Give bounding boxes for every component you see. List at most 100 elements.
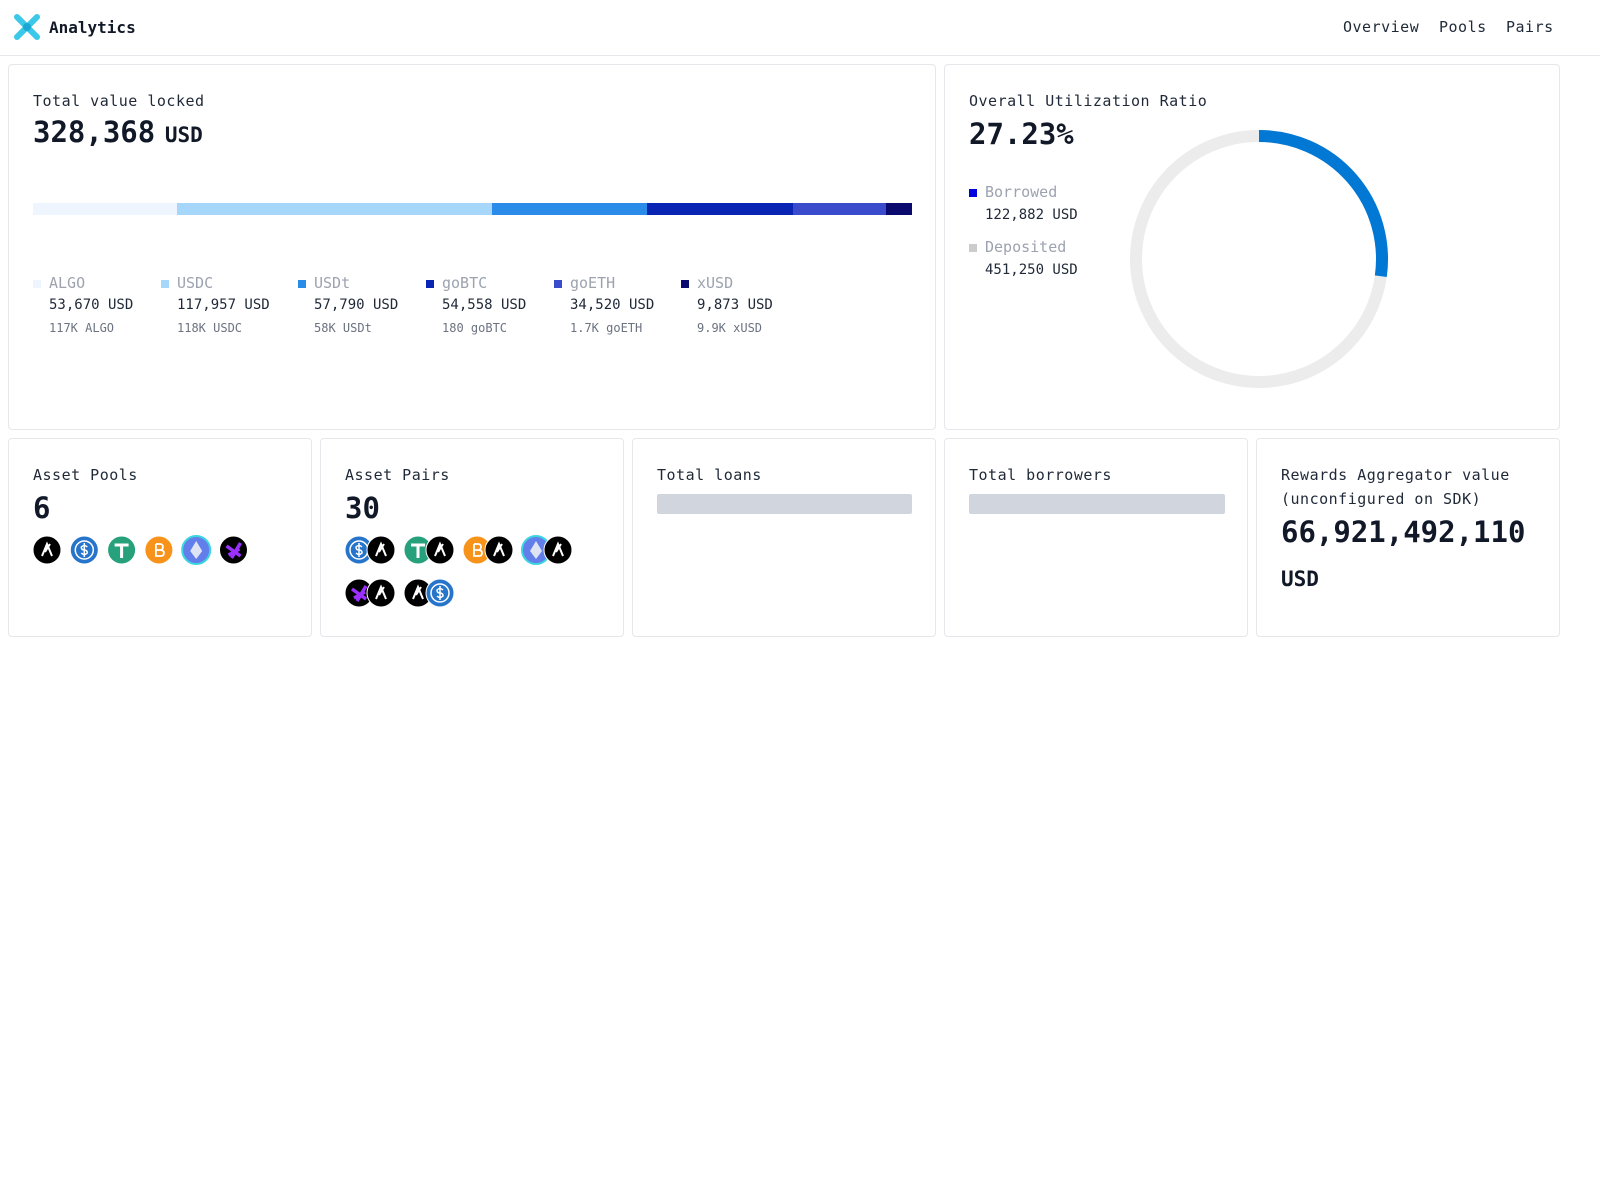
nav-link[interactable]: Pools [1439,18,1487,36]
icon-glyph [493,541,505,557]
legend-swatch [554,280,562,288]
legend-name: ALGO [49,274,86,292]
coin-icon [543,535,573,565]
coin-icon [144,535,174,565]
icon-glyph [375,584,387,600]
bar-segment [33,203,177,215]
donut-arc [1258,130,1388,278]
icon-glyph [375,541,387,557]
loading-placeholder [657,494,912,514]
loading-placeholder [969,494,1225,514]
legend-name: Borrowed [985,183,1058,201]
legend-value: 122,882 USD [985,207,1078,223]
icon-glyph [74,540,95,560]
icon-glyph [473,543,483,557]
legend-swatch [426,280,434,288]
bar-segment [793,203,886,215]
icon-glyph [434,541,446,557]
asset-pools-card: Asset Pools 6 [8,438,312,637]
card-title: Total borrowers [969,466,1112,484]
total-loans-card: Total loans [632,438,936,637]
coin-icon [425,578,455,608]
card-value: 66,921,492,110 [1281,515,1526,549]
nav-link[interactable]: Overview [1343,18,1420,36]
bar-segment [647,203,794,215]
coin-icon [32,535,62,565]
icon-glyph [411,543,425,558]
tvl-card: Total value locked 328,368 USD ALGO 53,67… [8,64,936,430]
coin-icon [366,535,396,565]
bar-segment [176,203,493,215]
icon-glyph [436,586,444,600]
icon-glyph [552,541,564,557]
icon-glyph [114,543,129,558]
legend-name: USDC [177,274,214,292]
coin-icon [181,535,212,565]
nav-link[interactable]: Pairs [1506,18,1554,36]
legend-amount: 9.9K xUSD [697,321,763,335]
icon-glyph [155,543,165,557]
legend-value: 57,790 USD [314,297,399,313]
coin-icon [344,535,374,565]
card-title: Total value locked [33,92,205,110]
tvl-unit: USD [164,123,203,147]
card-title: Overall Utilization Ratio [969,92,1208,110]
legend-value: 117,957 USD [177,297,270,313]
bar-segment [492,203,648,215]
icon-glyph [225,542,243,559]
asset-pairs-card: Asset Pairs 30 [320,438,624,637]
legend-name: goBTC [442,274,488,292]
legend-value: 451,250 USD [985,262,1078,278]
legend-name: goETH [570,274,616,292]
icon-glyph [350,585,368,602]
icon-glyph [355,543,363,557]
icon-glyph [41,541,53,557]
card-value: 6 [33,491,51,525]
pool-icons [32,535,248,565]
card-title: Rewards Aggregator value (unconfigured o… [1281,466,1510,508]
legend-value: 34,520 USD [570,297,655,313]
logo [14,14,40,40]
legend-value: 9,873 USD [697,297,773,313]
legend-value: 54,558 USD [442,297,527,313]
card-title: Asset Pairs [345,466,450,484]
ratio-value: 27.23% [969,117,1074,151]
rewards-card: Rewards Aggregator value (unconfigured o… [1256,438,1560,637]
icon-glyph [430,583,450,603]
legend-name: Deposited [985,238,1067,256]
legend-value: 53,670 USD [49,297,134,313]
icon-glyph [80,543,89,557]
icon-glyph [530,541,542,559]
legend-swatch [681,280,689,288]
icon-glyph [412,584,424,600]
coin-icon [425,535,455,565]
legend-swatch [298,280,306,288]
coin-icon [107,535,137,565]
coin-icon [69,535,99,565]
legend-swatch [969,244,977,252]
tvl-bar [33,203,912,215]
coin-icon [219,535,248,565]
app-title: Analytics [49,18,136,37]
legend-amount: 117K ALGO [49,321,115,335]
utilization-card: Overall Utilization Ratio 27.23% Borrowe… [944,64,1560,430]
legend-amount: 180 goBTC [442,321,508,335]
legend-swatch [969,189,977,197]
tvl-total: 328,368 [33,115,156,149]
bar-segment [885,203,912,215]
coin-icon [484,535,514,565]
legend-amount: 1.7K goETH [570,321,643,335]
donut [1130,130,1388,388]
legend-name: xUSD [697,274,734,292]
card-title: Asset Pools [33,466,138,484]
card-value: 30 [345,491,380,525]
card-unit: USD [1281,567,1319,591]
card-title: Total loans [657,466,762,484]
legend-name: USDt [314,274,351,292]
legend-amount: 118K USDC [177,321,243,335]
legend-swatch [161,280,169,288]
legend-swatch [33,280,41,288]
total-borrowers-card: Total borrowers [944,438,1248,637]
pair-icons [344,535,573,608]
